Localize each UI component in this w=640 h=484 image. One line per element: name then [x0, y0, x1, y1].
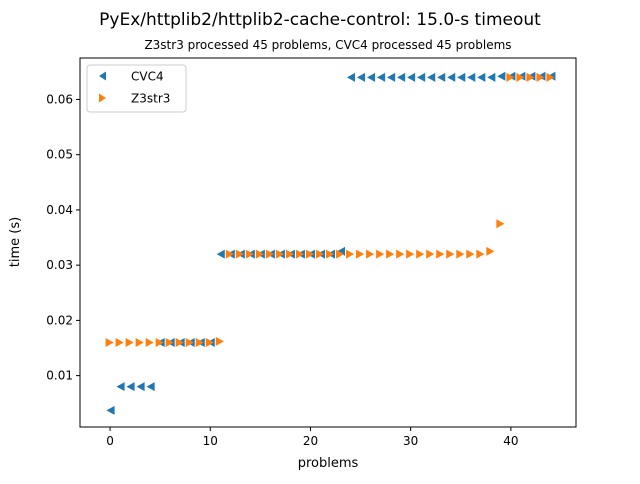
legend-label-cvc4: CVC4 — [131, 70, 164, 84]
point-z3str3 — [215, 336, 224, 346]
point-z3str3 — [526, 72, 535, 82]
legend-marker-cvc4 — [99, 71, 106, 81]
point-cvc4 — [387, 72, 396, 82]
y-tick-label: 0.01 — [46, 369, 73, 383]
point-z3str3 — [406, 249, 415, 259]
point-z3str3 — [516, 72, 525, 82]
point-z3str3 — [245, 249, 254, 259]
y-axis-label: time (s) — [8, 217, 23, 267]
point-cvc4 — [397, 72, 406, 82]
point-z3str3 — [235, 249, 244, 259]
point-z3str3 — [145, 337, 154, 347]
point-z3str3 — [436, 249, 445, 259]
point-z3str3 — [366, 249, 375, 259]
x-tick-label: 10 — [203, 434, 218, 448]
point-z3str3 — [426, 249, 435, 259]
point-z3str3 — [536, 72, 545, 82]
point-cvc4 — [487, 72, 496, 82]
legend-marker-z3str3 — [99, 93, 106, 103]
point-cvc4 — [497, 71, 506, 81]
point-z3str3 — [255, 249, 264, 259]
point-z3str3 — [115, 337, 124, 347]
point-z3str3 — [315, 249, 325, 259]
point-cvc4 — [407, 72, 416, 82]
point-cvc4 — [126, 382, 135, 392]
point-z3str3 — [175, 337, 184, 347]
point-cvc4 — [377, 72, 386, 82]
point-z3str3 — [326, 249, 335, 259]
point-z3str3 — [456, 249, 465, 259]
legend-box — [86, 64, 187, 113]
chart-title: PyEx/httplib2/httplib2-cache-control: 15… — [99, 10, 541, 30]
y-tick-label: 0.03 — [46, 258, 73, 272]
point-z3str3 — [376, 249, 385, 259]
point-z3str3 — [336, 249, 345, 259]
point-z3str3 — [225, 249, 234, 259]
axis-ticks: 0 10 20 30 40 0.01 0.02 0.03 0.04 0.05 0.06 — [46, 92, 518, 448]
y-tick-label: 0.05 — [46, 148, 73, 162]
y-tick-label: 0.06 — [46, 92, 73, 106]
point-z3str3 — [356, 249, 365, 259]
point-cvc4 — [437, 72, 446, 82]
x-tick-label: 0 — [106, 434, 114, 448]
x-tick-label: 30 — [403, 434, 418, 448]
point-z3str3 — [506, 72, 515, 82]
point-cvc4 — [427, 72, 436, 82]
point-z3str3 — [546, 72, 555, 82]
point-cvc4 — [356, 72, 366, 82]
point-z3str3 — [396, 249, 405, 259]
plot-frame — [79, 57, 577, 428]
point-z3str3 — [275, 249, 285, 259]
point-z3str3 — [105, 337, 114, 347]
y-tick-label: 0.02 — [46, 313, 73, 327]
point-cvc4 — [457, 72, 466, 82]
point-z3str3 — [265, 249, 274, 259]
point-cvc4 — [447, 72, 456, 82]
point-z3str3 — [416, 249, 425, 259]
point-z3str3 — [125, 337, 134, 347]
point-cvc4 — [346, 72, 356, 82]
point-cvc4 — [146, 382, 155, 392]
point-z3str3 — [476, 249, 485, 259]
point-cvc4 — [417, 72, 426, 82]
point-z3str3 — [305, 249, 315, 259]
point-z3str3 — [165, 337, 174, 347]
point-z3str3 — [496, 219, 505, 229]
point-z3str3 — [155, 337, 164, 347]
point-z3str3 — [466, 249, 475, 259]
y-tick-label: 0.04 — [46, 203, 73, 217]
point-z3str3 — [446, 249, 455, 259]
legend: CVC4 Z3str3 — [86, 64, 187, 113]
point-cvc4 — [116, 382, 125, 392]
point-cvc4 — [467, 72, 476, 82]
point-cvc4 — [366, 72, 376, 82]
point-z3str3 — [295, 249, 305, 259]
legend-label-z3str3: Z3str3 — [131, 92, 170, 106]
data-marks — [105, 71, 556, 415]
x-axis-label: problems — [298, 456, 359, 471]
point-z3str3 — [205, 337, 214, 347]
point-cvc4 — [477, 72, 486, 82]
point-cvc4 — [106, 405, 115, 415]
point-z3str3 — [386, 249, 395, 259]
x-tick-label: 20 — [303, 434, 318, 448]
chart-subtitle: Z3str3 processed 45 problems, CVC4 proce… — [144, 38, 511, 52]
point-z3str3 — [486, 246, 495, 256]
point-cvc4 — [136, 382, 145, 392]
point-z3str3 — [346, 249, 355, 259]
point-z3str3 — [185, 337, 194, 347]
point-z3str3 — [195, 337, 204, 347]
x-tick-label: 40 — [503, 434, 518, 448]
point-z3str3 — [135, 337, 144, 347]
point-z3str3 — [285, 249, 295, 259]
point-cvc4 — [216, 249, 225, 259]
